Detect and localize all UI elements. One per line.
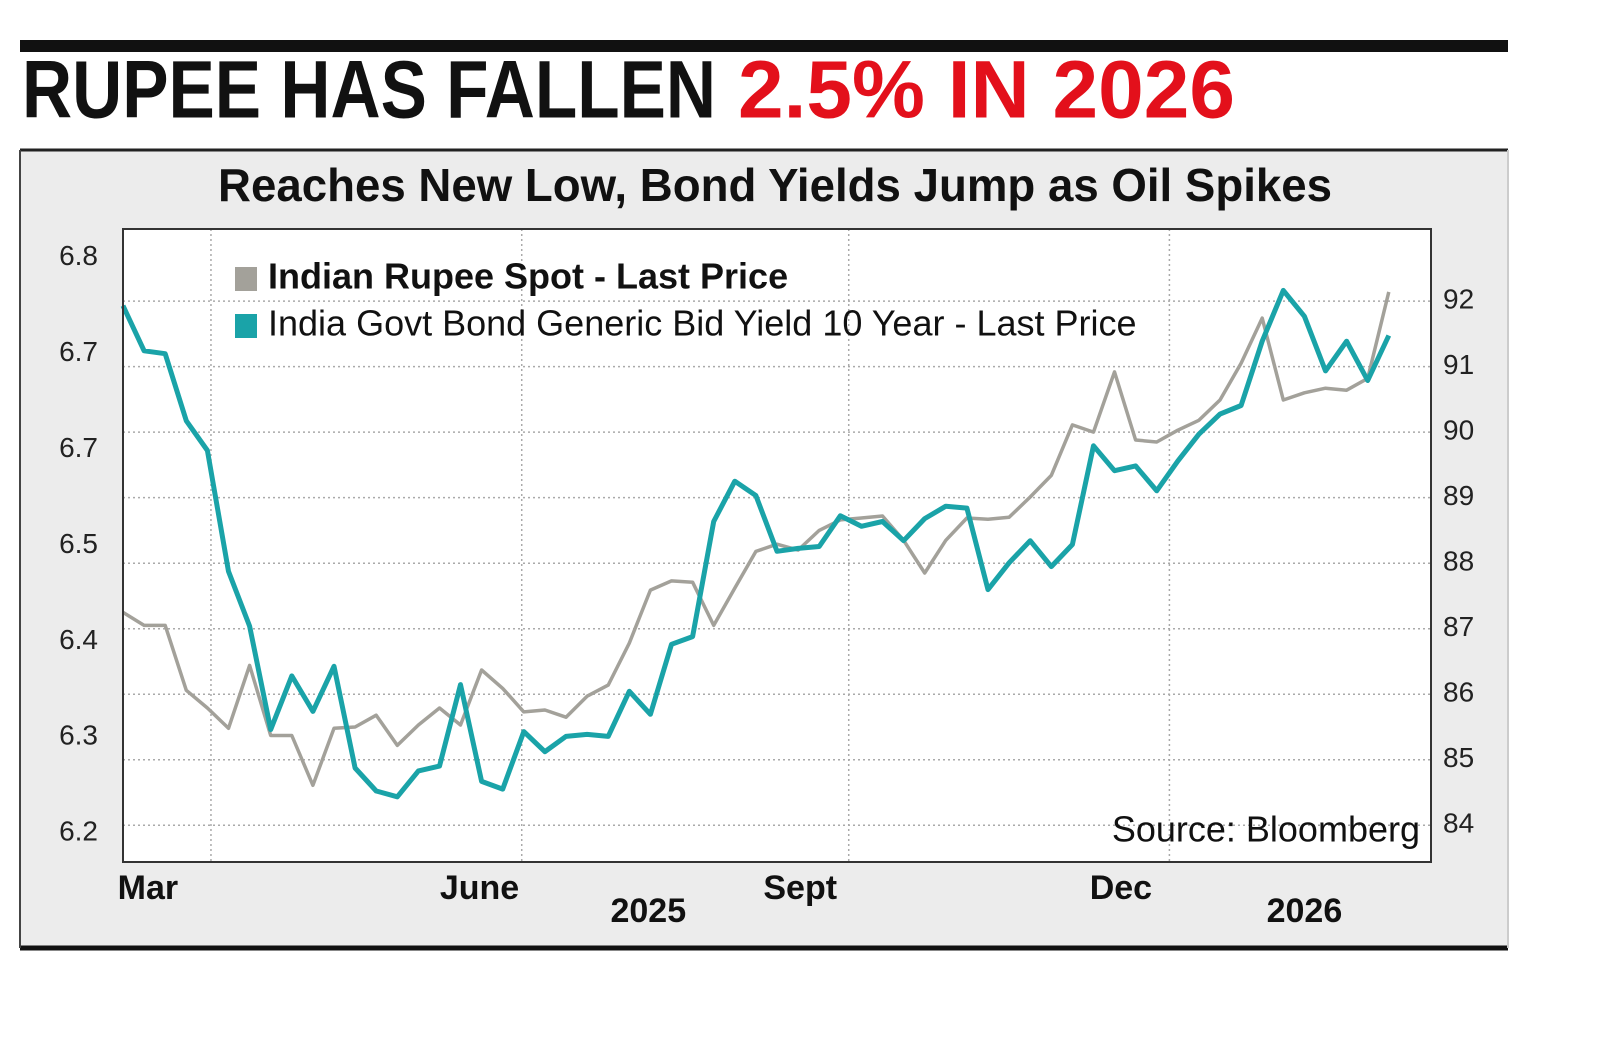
year-label: 2026 — [1267, 892, 1343, 930]
title-highlight: 2.5% IN 2026 — [738, 45, 1235, 136]
y-tick-label: 6.2 — [59, 816, 98, 847]
y2-tick-label: 88 — [1443, 546, 1474, 577]
year-label: 2025 — [610, 892, 686, 930]
series-line — [122, 291, 1391, 788]
y2-tick-label: 85 — [1443, 742, 1474, 773]
y-tick-label: 6.7 — [59, 336, 98, 367]
legend-swatch — [235, 267, 257, 291]
source: Source: Bloomberg — [1112, 809, 1420, 850]
y-tick-label: 6.5 — [59, 528, 98, 559]
y2-tick-label: 84 — [1443, 808, 1474, 839]
y2-tick-label: 90 — [1443, 415, 1474, 446]
y-tick-label: 6.3 — [59, 720, 98, 751]
legend: Indian Rupee Spot - Last Price India Govt… — [235, 256, 1137, 344]
x-tick-label: June — [440, 869, 519, 907]
x-tick-label: Dec — [1090, 869, 1152, 907]
y2-tick-label: 92 — [1443, 283, 1474, 314]
y2-tick-label: 91 — [1443, 349, 1474, 380]
x-tick-label: Mar — [118, 869, 178, 907]
title: RUPEE HAS FALLEN — [22, 45, 716, 136]
axes: 6.8 6.7 6.7 6.5 6.4 6.3 6.2 92 91 90 89 88 87 86 85 84 M… — [59, 240, 1474, 930]
y-tick-label: 6.4 — [59, 624, 98, 655]
subtitle: Reaches New Low, Bond Yields Jump as Oil… — [218, 159, 1332, 211]
series-line — [120, 287, 1392, 800]
y2-tick-label: 87 — [1443, 611, 1474, 642]
x-tick-label: Sept — [763, 869, 837, 907]
y2-tick-label: 86 — [1443, 677, 1474, 708]
plot-border — [122, 228, 1432, 863]
legend-label: India Govt Bond Generic Bid Yield 10 Yea… — [268, 303, 1137, 344]
y-tick-label: 6.7 — [59, 432, 98, 463]
lines — [120, 287, 1392, 800]
legend-swatch — [235, 314, 257, 338]
y2-tick-label: 89 — [1443, 480, 1474, 511]
top-rule — [20, 40, 1508, 52]
legend-label: Indian Rupee Spot - Last Price — [268, 256, 788, 297]
grid — [123, 229, 1431, 862]
y-tick-label: 6.8 — [59, 240, 98, 271]
